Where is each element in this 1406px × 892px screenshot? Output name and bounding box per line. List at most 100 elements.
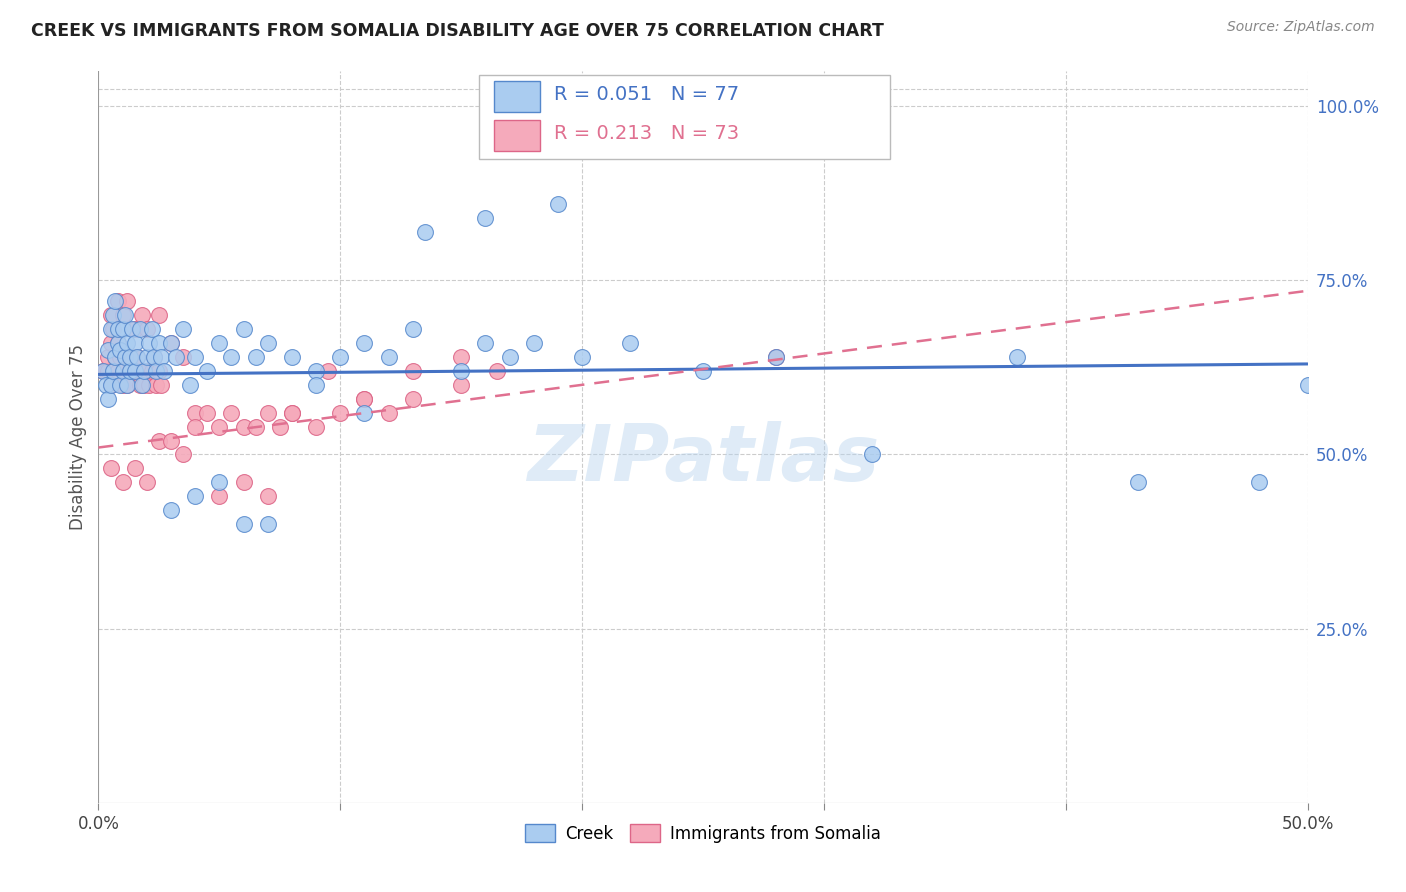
Point xyxy=(101,308,124,322)
Point xyxy=(91,364,114,378)
Text: Source: ZipAtlas.com: Source: ZipAtlas.com xyxy=(1227,20,1375,34)
Point xyxy=(208,475,231,490)
Point xyxy=(97,364,120,378)
Point xyxy=(100,322,122,336)
Point xyxy=(108,343,131,357)
Point xyxy=(108,350,131,364)
Point xyxy=(765,350,787,364)
Point xyxy=(474,211,496,225)
Point xyxy=(232,517,254,532)
Point xyxy=(124,461,146,475)
Point xyxy=(1296,377,1319,392)
Point xyxy=(121,350,143,364)
Point xyxy=(100,377,122,392)
Point xyxy=(101,364,124,378)
Point xyxy=(91,364,114,378)
Point xyxy=(281,350,304,364)
Point xyxy=(402,392,425,406)
Point xyxy=(232,419,254,434)
Point xyxy=(100,377,122,392)
Point xyxy=(100,336,122,351)
Point xyxy=(124,322,146,336)
Point xyxy=(111,322,134,336)
Point xyxy=(145,364,167,378)
Point xyxy=(94,377,117,392)
Point xyxy=(305,377,328,392)
Point xyxy=(353,336,375,351)
Point xyxy=(269,419,291,434)
Point xyxy=(353,392,375,406)
Point xyxy=(97,350,120,364)
Point xyxy=(108,377,131,392)
Point xyxy=(160,503,183,517)
Point xyxy=(148,364,170,378)
Y-axis label: Disability Age Over 75: Disability Age Over 75 xyxy=(69,344,87,530)
Text: R = 0.051   N = 77: R = 0.051 N = 77 xyxy=(554,85,740,103)
Point xyxy=(118,364,141,378)
Point xyxy=(377,406,399,420)
Point xyxy=(111,475,134,490)
Point xyxy=(135,322,157,336)
Point xyxy=(117,294,139,309)
Point xyxy=(104,350,127,364)
Point xyxy=(134,364,156,378)
Legend: Creek, Immigrants from Somalia: Creek, Immigrants from Somalia xyxy=(519,818,887,849)
Point xyxy=(150,377,173,392)
Point xyxy=(232,322,254,336)
Point xyxy=(692,364,714,378)
Point xyxy=(124,336,146,351)
Point xyxy=(450,377,472,392)
Point xyxy=(184,350,207,364)
Point xyxy=(221,350,243,364)
Point xyxy=(486,364,509,378)
Point xyxy=(208,489,231,503)
Point xyxy=(107,322,129,336)
Point xyxy=(141,322,163,336)
Point xyxy=(131,377,153,392)
Point xyxy=(221,406,243,420)
Point xyxy=(143,350,166,364)
Point xyxy=(124,364,146,378)
Point xyxy=(305,419,328,434)
Point xyxy=(208,419,231,434)
Point xyxy=(111,364,134,378)
Point xyxy=(127,350,149,364)
Point xyxy=(305,364,328,378)
Point xyxy=(450,364,472,378)
Point xyxy=(107,336,129,351)
Point xyxy=(127,350,149,364)
Point xyxy=(97,343,120,357)
Point xyxy=(1249,475,1271,490)
Point xyxy=(353,392,375,406)
Point xyxy=(377,350,399,364)
Point xyxy=(474,336,496,351)
Point xyxy=(523,336,546,351)
Point xyxy=(353,406,375,420)
Point xyxy=(413,225,436,239)
Point xyxy=(100,308,122,322)
Point xyxy=(141,364,163,378)
Point xyxy=(104,350,127,364)
Point xyxy=(128,377,150,392)
Point xyxy=(111,364,134,378)
Point xyxy=(124,364,146,378)
FancyBboxPatch shape xyxy=(479,75,890,159)
Point xyxy=(160,336,183,351)
Point xyxy=(498,350,520,364)
Point xyxy=(135,364,157,378)
Point xyxy=(329,350,352,364)
Point xyxy=(195,406,218,420)
Point xyxy=(256,336,278,351)
Point xyxy=(100,461,122,475)
Point xyxy=(107,364,129,378)
Point xyxy=(118,350,141,364)
Point xyxy=(148,336,170,351)
Point xyxy=(619,336,641,351)
Point xyxy=(111,377,134,392)
Point xyxy=(184,489,207,503)
Point xyxy=(135,350,157,364)
Point xyxy=(131,308,153,322)
Point xyxy=(256,406,278,420)
Point xyxy=(131,364,153,378)
Point xyxy=(97,392,120,406)
